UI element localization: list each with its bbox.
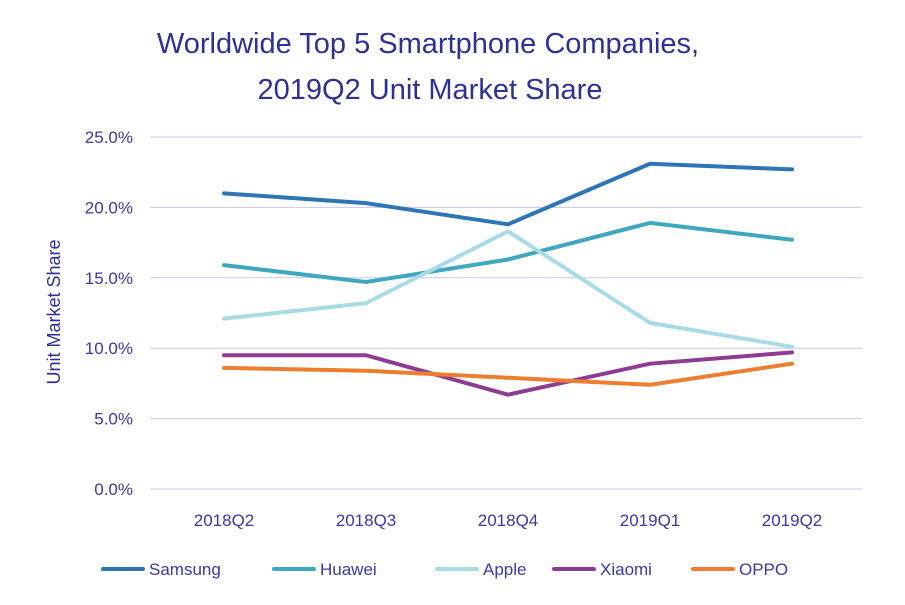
legend-label: Huawei (320, 560, 377, 579)
y-axis-label: Unit Market Share (44, 239, 64, 384)
series-line-samsung (222, 161, 794, 227)
legend-item-samsung: Samsung (101, 560, 221, 579)
y-tick-label: 5.0% (94, 410, 133, 429)
x-tick-label: 2018Q3 (336, 511, 397, 530)
legend-item-oppo: OPPO (691, 560, 788, 579)
series-line-oppo (222, 361, 794, 387)
gridlines (150, 136, 862, 490)
legend-item-apple: Apple (435, 560, 526, 579)
legend-item-huawei: Huawei (272, 560, 377, 579)
y-tick-label: 0.0% (94, 480, 133, 499)
legend-label: Apple (483, 560, 526, 579)
x-axis-ticks: 2018Q2 2018Q3 2018Q4 2019Q1 2019Q2 (194, 511, 823, 530)
series-line-xiaomi (222, 350, 794, 397)
y-tick-label: 10.0% (85, 339, 133, 358)
y-tick-label: 25.0% (85, 128, 133, 147)
legend-label: Samsung (149, 560, 221, 579)
series-lines (222, 161, 794, 397)
legend-label: OPPO (739, 560, 788, 579)
chart-title-line-1: Worldwide Top 5 Smartphone Companies, (157, 28, 699, 60)
legend-label: Xiaomi (600, 560, 652, 579)
series-line-apple (222, 229, 794, 349)
series-line-huawei (222, 220, 794, 285)
x-tick-label: 2018Q2 (194, 511, 255, 530)
legend-item-xiaomi: Xiaomi (552, 560, 652, 579)
legend: Samsung Huawei Apple Xiaomi OPPO (101, 560, 788, 579)
chart-title-line-2: 2019Q2 Unit Market Share (258, 74, 603, 106)
y-axis-ticks: 0.0% 5.0% 10.0% 15.0% 20.0% 25.0% (85, 128, 133, 499)
y-tick-label: 20.0% (85, 198, 133, 217)
x-tick-label: 2019Q1 (620, 511, 681, 530)
x-tick-label: 2018Q4 (478, 511, 539, 530)
y-tick-label: 15.0% (85, 269, 133, 288)
x-tick-label: 2019Q2 (762, 511, 823, 530)
